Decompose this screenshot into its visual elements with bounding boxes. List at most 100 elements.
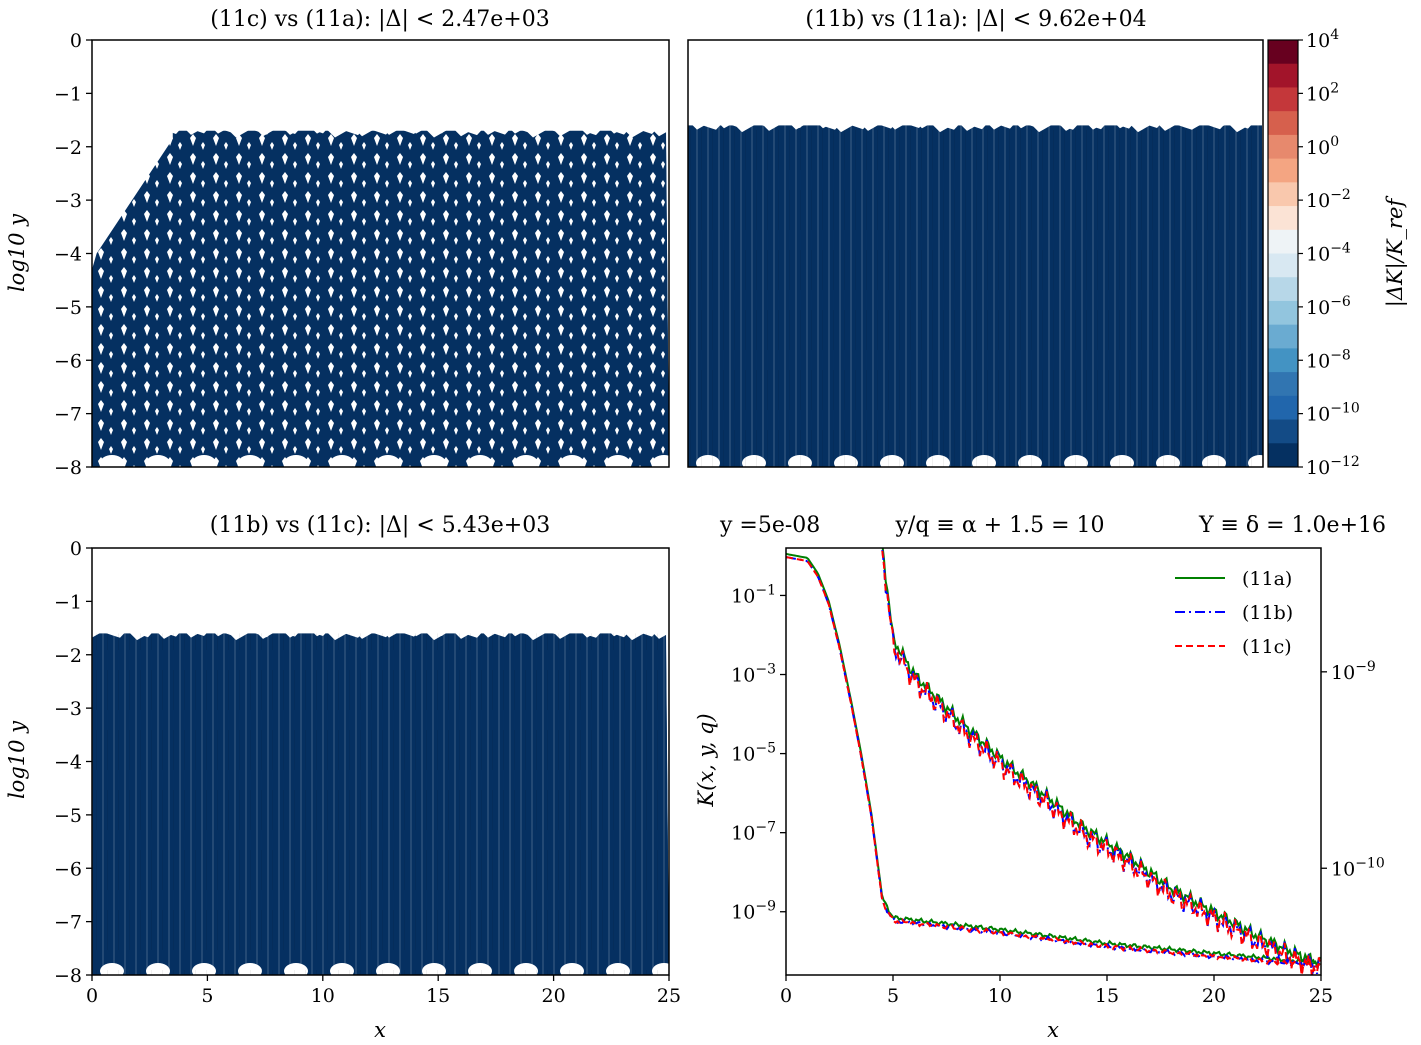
colorbar-tick-label: 10−2	[1306, 187, 1351, 212]
colorbar-swatch	[1268, 229, 1298, 254]
colorbar-label: |ΔK|/K_ref	[1383, 196, 1408, 308]
colorbar-swatch	[1268, 348, 1298, 373]
panel-b-title: (11b) vs (11a): |Δ| < 9.62e+04	[805, 7, 1146, 32]
panel-d-ylabel: K(x, y, q)	[694, 713, 718, 807]
panel-c-yaxis: 0 −1 −2 −3 −4 −5 −6 −7 −8	[54, 538, 92, 987]
series-line-11b	[786, 556, 1321, 970]
ytick-label: −8	[54, 457, 82, 479]
panel-a-heatmap	[92, 40, 669, 467]
colorbar-swatch	[1268, 372, 1298, 397]
ragged-edge	[688, 40, 1263, 133]
texture	[92, 130, 669, 467]
colorbar-swatch	[1268, 158, 1298, 183]
colorbar-swatch	[1268, 182, 1298, 207]
colorbar-swatch	[1268, 63, 1298, 88]
ytick-label: −5	[54, 805, 82, 827]
colorbar-swatch	[1268, 40, 1298, 65]
ytick-label: −7	[54, 912, 82, 934]
ytick-label: 0	[70, 538, 82, 560]
colorbar-swatch	[1268, 324, 1298, 349]
panel-d-lines	[786, 548, 1321, 975]
panel-c-xaxis: 0 5 10 15 20 25	[86, 975, 681, 1007]
ytick-label: −7	[54, 404, 82, 426]
ytick-label: 10−7	[731, 820, 776, 845]
ramp-empty-region	[92, 40, 173, 270]
panel-c-title: (11b) vs (11c): |Δ| < 5.43e+03	[210, 513, 550, 538]
ytick-label: −1	[54, 83, 82, 105]
xtick-label: 5	[887, 985, 899, 1007]
ytick-label: 10−9	[731, 899, 776, 924]
panel-a: (11c) vs (11a): |Δ| < 2.47e+03 0 −1 −2 −3 −4…	[5, 7, 670, 479]
panel-d: y =5e-08 y/q ≡ α + 1.5 = 10 Y ≡ δ = 1.0e…	[694, 513, 1386, 1042]
ytick-label: 10−5	[731, 741, 776, 766]
legend-label: (11a)	[1242, 568, 1292, 590]
colorbar-swatch	[1268, 87, 1298, 112]
panel-d-xlabel: x	[1047, 1018, 1059, 1042]
colorbar-swatch	[1268, 134, 1298, 160]
xtick-label: 25	[657, 985, 681, 1007]
colorbar-tick-label: 104	[1306, 27, 1339, 52]
xtick-label: 10	[311, 985, 335, 1007]
legend-label: (11b)	[1242, 602, 1293, 624]
xtick-label: 5	[201, 985, 213, 1007]
right-ytick-label: 10−9	[1331, 659, 1376, 684]
xtick-label: 15	[426, 985, 450, 1007]
panel-a-yaxis: 0 −1 −2 −3 −4 −5 −6 −7 −8	[54, 30, 92, 479]
panel-d-title-right: Y ≡ δ = 1.0e+16	[1198, 513, 1386, 538]
xtick-label: 20	[1202, 985, 1226, 1007]
panel-d-yaxis: 10−1 10−3 10−5 10−7 10−9	[731, 582, 786, 924]
ragged-edge	[92, 40, 669, 138]
ytick-label: −1	[54, 591, 82, 613]
texture	[688, 125, 1263, 467]
series-line-11a	[786, 552, 1321, 966]
colorbar: 104 102 100 10−2 10−4 10−6 10−8 10−10 10−12	[1267, 27, 1360, 479]
series-line-11a	[881, 548, 1321, 969]
panel-d-frame	[785, 547, 1322, 976]
ytick-label: −5	[54, 297, 82, 319]
colorbar-swatch	[1268, 419, 1298, 444]
panel-c-ylabel: log10 y	[5, 720, 29, 799]
xtick-label: 10	[988, 985, 1012, 1007]
colorbar-swatch	[1268, 253, 1298, 278]
colorbar-tick-label: 100	[1306, 134, 1339, 159]
legend-label: (11c)	[1242, 636, 1292, 658]
colorbar-tick-label: 10−10	[1306, 401, 1360, 426]
colorbar-swatch	[1268, 395, 1298, 421]
colorbar-tick-label: 10−4	[1306, 241, 1351, 266]
ytick-label: −6	[54, 858, 82, 880]
xtick-label: 20	[542, 985, 566, 1007]
xtick-label: 25	[1309, 985, 1333, 1007]
colorbar-tick-label: 10−6	[1306, 294, 1351, 319]
ytick-label: −4	[54, 752, 82, 774]
panel-d-xaxis: 0 5 10 15 20 25	[780, 975, 1333, 1007]
colorbar-swatch	[1268, 300, 1298, 326]
ytick-label: −2	[54, 137, 82, 159]
ytick-label: 10−1	[731, 582, 776, 607]
ytick-label: 0	[70, 30, 82, 52]
panel-a-title: (11c) vs (11a): |Δ| < 2.47e+03	[210, 7, 549, 32]
ytick-label: −3	[54, 698, 82, 720]
ragged-edge	[92, 548, 669, 641]
ytick-label: −4	[54, 244, 82, 266]
panel-c-heatmap	[92, 548, 669, 975]
panel-d-title-left: y =5e-08	[719, 513, 820, 538]
ytick-label: −6	[54, 350, 82, 372]
ytick-label: −8	[54, 965, 82, 987]
panel-d-right-yaxis: 10−9 10−10	[1321, 659, 1385, 880]
ytick-label: 10−3	[731, 662, 776, 687]
xtick-label: 0	[780, 985, 792, 1007]
panel-a-ylabel: log10 y	[5, 213, 29, 292]
series-line-11c	[786, 556, 1321, 969]
legend: (11a) (11b) (11c)	[1175, 568, 1293, 658]
panel-c: (11b) vs (11c): |Δ| < 5.43e+03 0 −1 −2 −3 −4…	[5, 513, 681, 1042]
xtick-label: 15	[1095, 985, 1119, 1007]
right-ytick-label: 10−10	[1331, 855, 1385, 880]
colorbar-swatch	[1268, 443, 1298, 468]
panel-b: (11b) vs (11a): |Δ| < 9.62e+04 104 102 100…	[687, 7, 1408, 479]
panel-b-frame	[687, 39, 1264, 468]
colorbar-tick-label: 10−12	[1306, 454, 1360, 479]
panel-b-heatmap	[688, 40, 1263, 467]
panel-d-title-mid: y/q ≡ α + 1.5 = 10	[894, 513, 1104, 538]
ytick-label: −2	[54, 645, 82, 667]
